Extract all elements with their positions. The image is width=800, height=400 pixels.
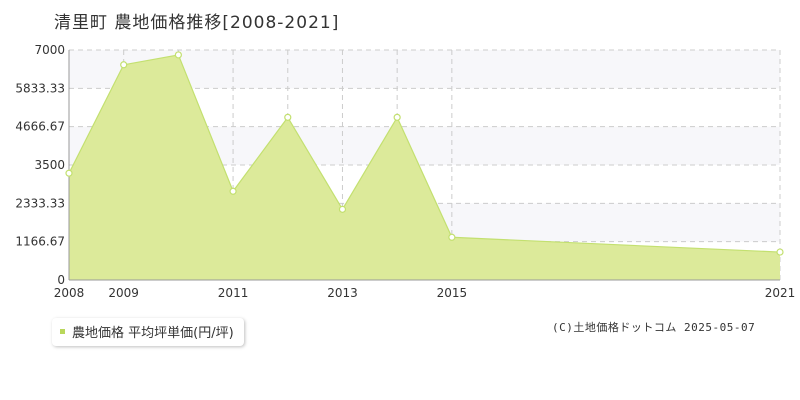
data-point	[284, 113, 292, 121]
y-tick-label: 2333.33	[15, 196, 65, 210]
x-tick-label: 2008	[54, 286, 85, 300]
data-point	[448, 233, 456, 241]
legend: 農地価格 平均坪単価(円/坪)	[52, 318, 244, 346]
data-point	[338, 205, 347, 213]
x-tick-label: 2009	[108, 286, 139, 300]
y-tick-label: 0	[57, 273, 65, 287]
x-tick-label: 2021	[765, 286, 796, 300]
x-tick-label: 2011	[218, 286, 249, 300]
x-tick-label: 2015	[437, 286, 468, 300]
y-tick-label: 4666.67	[15, 120, 65, 134]
chart-title: 清里町 農地価格推移[2008-2021]	[54, 13, 340, 33]
y-tick-label: 1166.67	[15, 235, 65, 249]
y-tick-label: 5833.33	[15, 81, 65, 95]
legend-label: 農地価格 平均坪単価(円/坪)	[72, 326, 234, 341]
data-point	[120, 61, 128, 69]
data-point	[393, 113, 401, 121]
data-point	[65, 169, 73, 177]
area-fill	[69, 54, 780, 280]
y-tick-label: 3500	[34, 158, 65, 172]
x-tick-label: 2013	[327, 286, 358, 300]
data-point	[229, 187, 237, 195]
data-point	[174, 51, 182, 59]
data-point	[776, 248, 784, 256]
y-tick-label: 7000	[34, 43, 65, 57]
copyright-text: (C)土地価格ドットコム 2025-05-07	[552, 321, 756, 334]
legend-swatch	[60, 329, 65, 334]
